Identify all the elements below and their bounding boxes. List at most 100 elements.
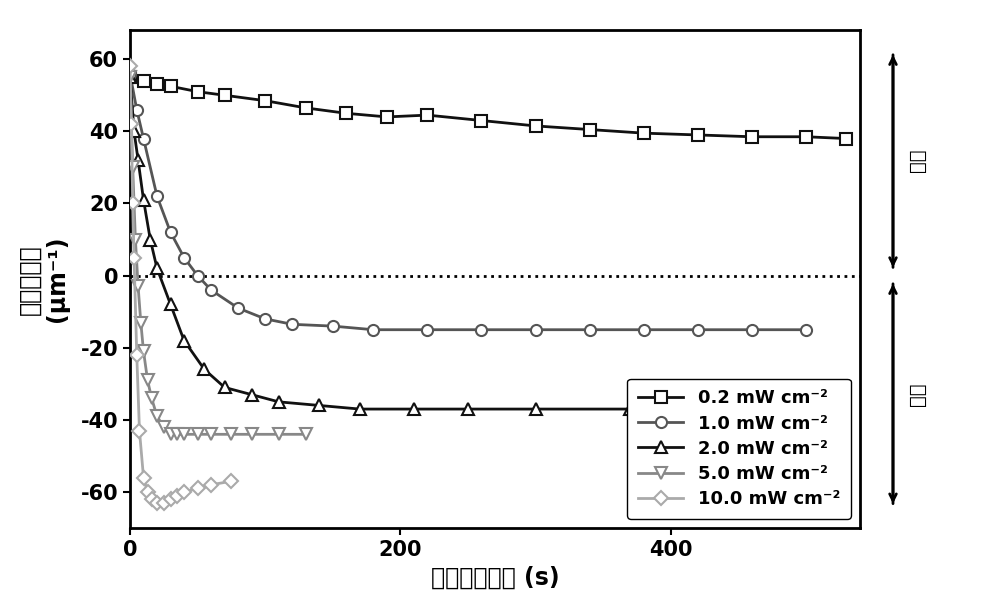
5.0 mW cm⁻² <box>246 431 258 438</box>
10.0 mW cm⁻² <box>128 254 140 261</box>
10.0 mW cm⁻² <box>142 489 154 496</box>
0.2 mW cm⁻² <box>530 122 542 129</box>
1.0 mW cm⁻² <box>286 320 298 328</box>
0.2 mW cm⁻² <box>381 114 393 121</box>
2.0 mW cm⁻² <box>178 337 190 344</box>
1.0 mW cm⁻² <box>151 192 163 200</box>
Text: 左旋: 左旋 <box>908 383 927 407</box>
0.2 mW cm⁻² <box>421 112 433 119</box>
10.0 mW cm⁻² <box>138 474 150 481</box>
2.0 mW cm⁻² <box>124 73 136 81</box>
5.0 mW cm⁻² <box>127 164 139 171</box>
1.0 mW cm⁻² <box>192 272 204 279</box>
Line: 2.0 mW cm⁻²: 2.0 mW cm⁻² <box>124 72 730 415</box>
0.2 mW cm⁻² <box>638 129 650 137</box>
5.0 mW cm⁻² <box>132 283 144 290</box>
0.2 mW cm⁻² <box>259 97 271 104</box>
5.0 mW cm⁻² <box>300 431 312 438</box>
5.0 mW cm⁻² <box>273 431 285 438</box>
0.2 mW cm⁻² <box>340 110 352 117</box>
2.0 mW cm⁻² <box>624 405 636 413</box>
1.0 mW cm⁻² <box>131 106 143 114</box>
10.0 mW cm⁻² <box>131 351 143 359</box>
5.0 mW cm⁻² <box>146 395 158 402</box>
10.0 mW cm⁻² <box>158 499 170 506</box>
1.0 mW cm⁻² <box>178 254 190 261</box>
5.0 mW cm⁻² <box>225 431 237 438</box>
5.0 mW cm⁻² <box>138 348 150 355</box>
5.0 mW cm⁻² <box>124 73 136 81</box>
0.2 mW cm⁻² <box>192 88 204 95</box>
10.0 mW cm⁻² <box>165 495 177 503</box>
Y-axis label: 螈旋扈曲力
(μm⁻¹): 螈旋扈曲力 (μm⁻¹) <box>18 236 69 322</box>
10.0 mW cm⁻² <box>127 200 139 207</box>
1.0 mW cm⁻² <box>232 305 244 312</box>
10.0 mW cm⁻² <box>133 427 145 435</box>
2.0 mW cm⁻² <box>128 127 140 135</box>
1.0 mW cm⁻² <box>530 326 542 333</box>
5.0 mW cm⁻² <box>171 431 183 438</box>
2.0 mW cm⁻² <box>313 402 325 409</box>
5.0 mW cm⁻² <box>192 431 204 438</box>
2.0 mW cm⁻² <box>138 196 150 203</box>
5.0 mW cm⁻² <box>178 431 190 438</box>
Line: 10.0 mW cm⁻²: 10.0 mW cm⁻² <box>125 61 236 507</box>
1.0 mW cm⁻² <box>584 326 596 333</box>
1.0 mW cm⁻² <box>692 326 704 333</box>
1.0 mW cm⁻² <box>638 326 650 333</box>
0.2 mW cm⁻² <box>584 126 596 133</box>
10.0 mW cm⁻² <box>171 492 183 500</box>
10.0 mW cm⁻² <box>178 489 190 496</box>
10.0 mW cm⁻² <box>225 478 237 485</box>
2.0 mW cm⁻² <box>530 405 542 413</box>
2.0 mW cm⁻² <box>165 301 177 308</box>
2.0 mW cm⁻² <box>151 265 163 272</box>
0.2 mW cm⁻² <box>165 83 177 90</box>
0.2 mW cm⁻² <box>746 133 758 140</box>
0.2 mW cm⁻² <box>840 135 852 142</box>
5.0 mW cm⁻² <box>165 431 177 438</box>
5.0 mW cm⁻² <box>142 376 154 384</box>
Legend: 0.2 mW cm⁻², 1.0 mW cm⁻², 2.0 mW cm⁻², 5.0 mW cm⁻², 10.0 mW cm⁻²: 0.2 mW cm⁻², 1.0 mW cm⁻², 2.0 mW cm⁻², 5… <box>627 379 851 519</box>
10.0 mW cm⁻² <box>192 485 204 492</box>
2.0 mW cm⁻² <box>273 398 285 405</box>
Text: 右旋: 右旋 <box>908 149 927 172</box>
10.0 mW cm⁻² <box>151 499 163 506</box>
2.0 mW cm⁻² <box>219 384 231 391</box>
2.0 mW cm⁻² <box>198 366 210 373</box>
2.0 mW cm⁻² <box>719 405 731 413</box>
10.0 mW cm⁻² <box>205 481 217 489</box>
0.2 mW cm⁻² <box>800 133 812 140</box>
0.2 mW cm⁻² <box>219 92 231 99</box>
10.0 mW cm⁻² <box>125 120 137 127</box>
2.0 mW cm⁻² <box>408 405 420 413</box>
0.2 mW cm⁻² <box>124 73 136 81</box>
1.0 mW cm⁻² <box>746 326 758 333</box>
0.2 mW cm⁻² <box>300 104 312 112</box>
2.0 mW cm⁻² <box>144 236 156 243</box>
5.0 mW cm⁻² <box>205 431 217 438</box>
0.2 mW cm⁻² <box>138 77 150 84</box>
Line: 1.0 mW cm⁻²: 1.0 mW cm⁻² <box>124 68 811 335</box>
2.0 mW cm⁻² <box>132 157 144 164</box>
0.2 mW cm⁻² <box>151 81 163 88</box>
Line: 5.0 mW cm⁻²: 5.0 mW cm⁻² <box>124 72 311 440</box>
1.0 mW cm⁻² <box>475 326 487 333</box>
5.0 mW cm⁻² <box>151 413 163 420</box>
1.0 mW cm⁻² <box>421 326 433 333</box>
1.0 mW cm⁻² <box>259 315 271 322</box>
2.0 mW cm⁻² <box>354 405 366 413</box>
5.0 mW cm⁻² <box>129 236 141 243</box>
1.0 mW cm⁻² <box>205 287 217 294</box>
Line: 0.2 mW cm⁻²: 0.2 mW cm⁻² <box>124 72 852 144</box>
5.0 mW cm⁻² <box>135 319 147 326</box>
1.0 mW cm⁻² <box>165 229 177 236</box>
0.2 mW cm⁻² <box>475 117 487 124</box>
1.0 mW cm⁻² <box>124 70 136 77</box>
X-axis label: 紫外辐照时间 (s): 紫外辐照时间 (s) <box>431 566 559 589</box>
1.0 mW cm⁻² <box>367 326 379 333</box>
1.0 mW cm⁻² <box>327 322 339 330</box>
1.0 mW cm⁻² <box>138 135 150 142</box>
2.0 mW cm⁻² <box>246 391 258 398</box>
2.0 mW cm⁻² <box>462 405 474 413</box>
